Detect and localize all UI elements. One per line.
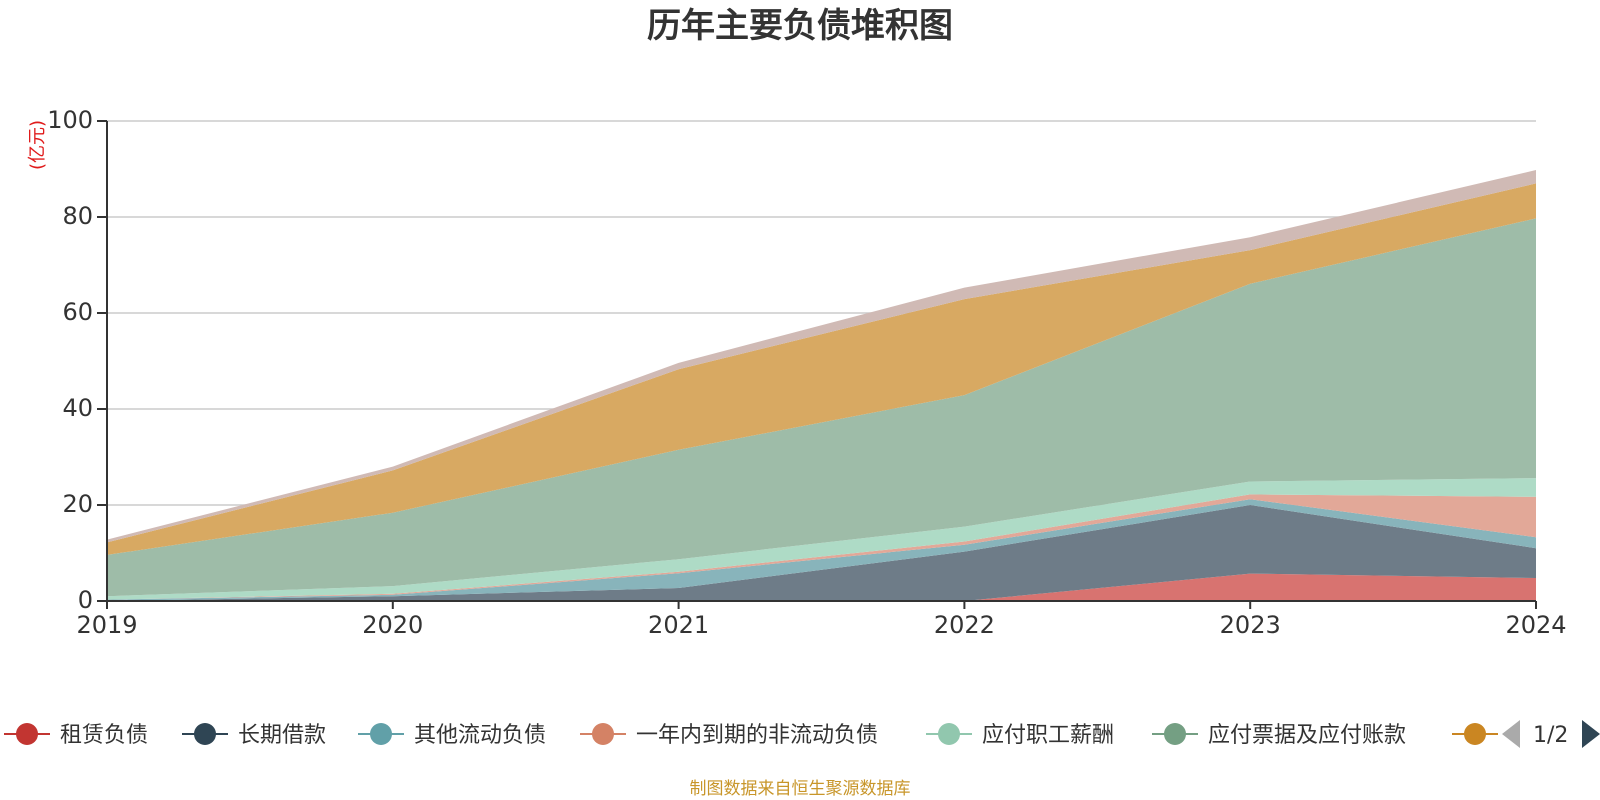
x-tick-label: 2021 <box>648 611 709 639</box>
series-area-7 <box>107 183 1536 555</box>
x-tick-labels: 2019 2020 2021 2022 2023 2024 <box>76 611 1566 639</box>
legend-marker-icon <box>592 723 614 745</box>
x-tick-label: 2020 <box>362 611 423 639</box>
legend-label: 应付票据及应付账款 <box>1208 723 1406 748</box>
legend-item[interactable] <box>1452 723 1498 745</box>
legend-next-page-icon[interactable] <box>1582 720 1600 748</box>
legend-page-indicator: 1/2 <box>1533 723 1568 748</box>
legend-label: 租赁负债 <box>60 723 148 748</box>
y-tick-labels: 0 20 40 60 80 100 <box>47 106 93 614</box>
chart-title: 历年主要负债堆积图 <box>647 6 953 46</box>
legend-prev-page-icon[interactable] <box>1502 720 1520 748</box>
legend-marker-icon <box>16 723 38 745</box>
legend-label: 应付职工薪酬 <box>982 723 1114 748</box>
legend-label: 其他流动负债 <box>414 723 546 748</box>
y-axis-unit-label: (亿元) <box>27 120 48 170</box>
legend-item[interactable]: 一年内到期的非流动负债 <box>580 723 878 748</box>
y-tick-label: 80 <box>62 202 93 230</box>
axes <box>97 120 1537 609</box>
legend: 租赁负债 长期借款 其他流动负债 一年内到期的非流动负债 应付职工薪酬 应付票据及应付账款 <box>4 723 1498 748</box>
data-source-note: 制图数据来自恒生聚源数据库 <box>690 779 911 799</box>
legend-item[interactable]: 应付职工薪酬 <box>926 723 1114 748</box>
series-area-5 <box>107 478 1536 600</box>
y-tick-label: 20 <box>62 490 93 518</box>
legend-item[interactable]: 租赁负债 <box>4 723 148 748</box>
legend-item[interactable]: 长期借款 <box>182 723 326 748</box>
stacked-areas <box>107 170 1536 601</box>
series-area-4 <box>107 494 1536 600</box>
legend-marker-icon <box>1464 723 1486 745</box>
legend-marker-icon <box>1164 723 1186 745</box>
legend-item[interactable]: 应付票据及应付账款 <box>1152 723 1406 748</box>
legend-label: 长期借款 <box>238 723 326 748</box>
x-tick-label: 2022 <box>934 611 995 639</box>
legend-marker-icon <box>370 723 392 745</box>
series-area-8 <box>107 170 1536 543</box>
legend-marker-icon <box>938 723 960 745</box>
x-tick-label: 2019 <box>76 611 137 639</box>
y-tick-label: 100 <box>47 106 93 134</box>
legend-item[interactable]: 其他流动负债 <box>358 723 546 748</box>
legend-pager: 1/2 <box>1502 720 1600 748</box>
series-area-6 <box>107 218 1536 597</box>
y-tick-label: 40 <box>62 394 93 422</box>
series-area-2 <box>107 505 1536 601</box>
series-area-1 <box>107 573 1536 601</box>
x-tick-label: 2024 <box>1505 611 1566 639</box>
legend-label: 一年内到期的非流动负债 <box>636 723 878 748</box>
y-tick-label: 0 <box>78 586 93 614</box>
y-tick-label: 60 <box>62 298 93 326</box>
legend-marker-icon <box>194 723 216 745</box>
x-tick-label: 2023 <box>1220 611 1281 639</box>
